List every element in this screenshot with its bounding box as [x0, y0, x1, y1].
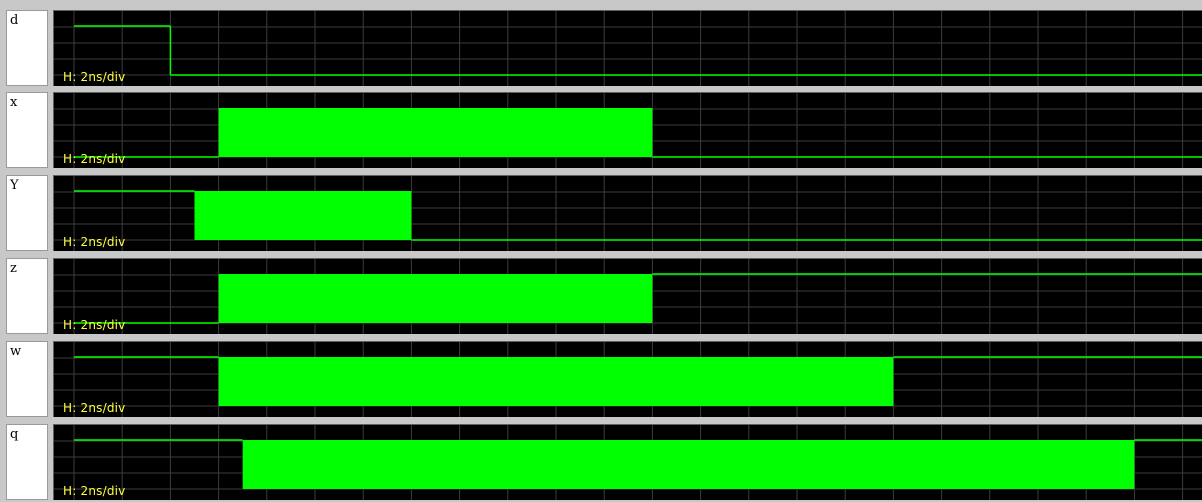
waveform-toggle-block: [194, 191, 412, 240]
horizontal-scale-label: H: 2ns/div: [63, 70, 126, 84]
signal-name-box[interactable]: Y: [6, 175, 48, 251]
signal-name-box[interactable]: x: [6, 92, 48, 168]
waveform-svg: [54, 176, 1202, 251]
waveform-toggle-block: [242, 440, 1135, 489]
waveform-trace[interactable]: H: 2ns/div: [53, 424, 1202, 500]
waveform-toggle-block: [218, 357, 894, 406]
waveform-toggle-block: [218, 108, 653, 157]
waveform-trace[interactable]: H: 2ns/div: [53, 92, 1202, 168]
horizontal-scale-label: H: 2ns/div: [63, 152, 126, 166]
waveform-toggle-block: [218, 274, 653, 323]
signal-name-box[interactable]: q: [6, 424, 48, 500]
waveform-svg: [54, 259, 1202, 334]
horizontal-scale-label: H: 2ns/div: [63, 235, 126, 249]
horizontal-scale-label: H: 2ns/div: [63, 318, 126, 332]
waveform-trace[interactable]: H: 2ns/div: [53, 10, 1202, 86]
signal-row-z: z H: 2ns/div: [0, 256, 1202, 336]
signal-name-label: x: [10, 95, 18, 110]
signal-row-y: Y H: 2ns/div: [0, 173, 1202, 253]
signal-row-x: x H: 2ns/div: [0, 90, 1202, 170]
waveform-svg: [54, 93, 1202, 168]
signal-name-box[interactable]: z: [6, 258, 48, 334]
signal-row-d: d H: 2ns/div: [0, 8, 1202, 88]
signal-name-label: w: [10, 344, 22, 359]
waveform-viewer: d H: 2ns/div x H: 2ns/div Y H: 2ns/div z H: 2ns…: [0, 8, 1202, 500]
signal-name-label: q: [10, 427, 19, 442]
horizontal-scale-label: H: 2ns/div: [63, 484, 126, 498]
signal-name-box[interactable]: d: [6, 10, 48, 86]
waveform-trace[interactable]: H: 2ns/div: [53, 341, 1202, 417]
signal-name-label: d: [10, 13, 19, 28]
waveform-svg: [54, 342, 1202, 417]
waveform-svg: [54, 11, 1202, 86]
horizontal-scale-label: H: 2ns/div: [63, 401, 126, 415]
signal-name-label: z: [10, 261, 17, 276]
waveform-trace[interactable]: H: 2ns/div: [53, 175, 1202, 251]
signal-row-w: w H: 2ns/div: [0, 339, 1202, 419]
signal-row-q: q H: 2ns/div: [0, 422, 1202, 502]
waveform-trace[interactable]: H: 2ns/div: [53, 258, 1202, 334]
signal-name-label: Y: [10, 178, 19, 193]
signal-name-box[interactable]: w: [6, 341, 48, 417]
